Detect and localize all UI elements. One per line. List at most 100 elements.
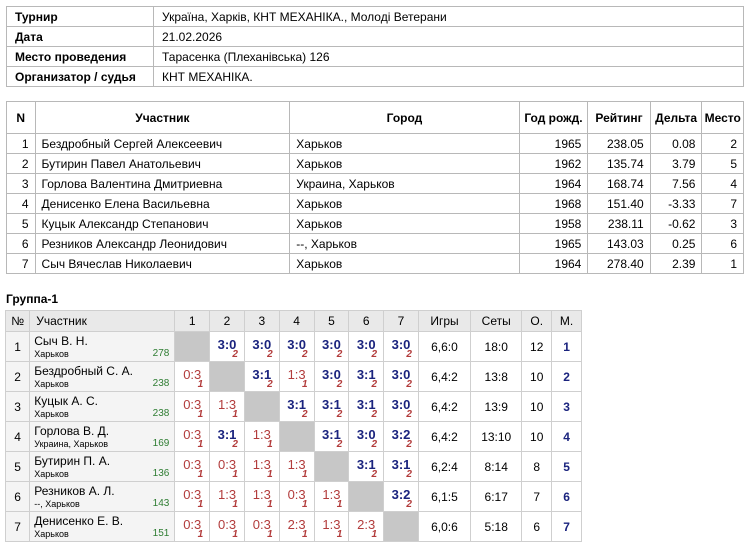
group-player-cell[interactable]: Сыч В. Н. Харьков 278 — [29, 331, 176, 362]
participant-delta: 2.39 — [649, 253, 703, 274]
match-points: 1 — [197, 409, 204, 420]
match-result-cell[interactable]: 0:3 1 — [209, 511, 245, 542]
match-result-cell[interactable]: 3:0 2 — [383, 361, 419, 392]
match-result-cell[interactable]: 3:0 2 — [243, 331, 280, 362]
participant-row[interactable]: 4 Денисенко Елена Васильевна Харьков 1968 15… — [6, 193, 744, 214]
match-result-cell[interactable]: 3:0 2 — [348, 421, 385, 452]
match-result-cell[interactable]: 1:3 1 — [278, 451, 315, 482]
match-result-cell[interactable]: 0:3 1 — [278, 481, 315, 512]
group-row-no: 4 — [4, 421, 31, 452]
match-result-cell[interactable]: 3:1 2 — [348, 451, 385, 482]
match-result-cell[interactable]: 1:3 1 — [313, 511, 350, 542]
participant-row[interactable]: 2 Бутирин Павел Анатольевич Харьков 1962 135… — [6, 153, 744, 174]
group-player-cell[interactable]: Резников А. Л. --, Харьков 143 — [29, 481, 176, 512]
header-name[interactable]: Участник — [34, 101, 291, 134]
match-result-cell[interactable]: 0:3 1 — [174, 451, 211, 482]
participant-rating: 168.74 — [587, 173, 651, 194]
participant-row[interactable]: 1 Бездробный Сергей Алексеевич Харьков 1965… — [6, 133, 744, 154]
match-score: 1:3 — [217, 397, 237, 412]
group-row[interactable]: 3 Куцык А. С. Харьков 238 0:3 1 1:3 1 3:1 2 3:1 2 3:… — [4, 391, 582, 422]
group-place: 5 — [551, 451, 582, 482]
match-result-cell[interactable]: 3:2 2 — [383, 421, 419, 452]
group-row[interactable]: 5 Бутирин П. А. Харьков 136 0:3 1 0:3 1 1:3 1 1:3 1… — [4, 451, 582, 482]
match-result-cell[interactable]: 3:1 2 — [243, 361, 280, 392]
group-player-cell[interactable]: Куцык А. С. Харьков 238 — [29, 391, 176, 422]
match-result-cell[interactable]: 0:3 1 — [174, 511, 211, 542]
group-player-cell[interactable]: Денисенко Е. В. Харьков 151 — [29, 511, 176, 542]
group-row[interactable]: 4 Горлова В. Д. Украина, Харьков 169 0:3 1 3:1… — [4, 421, 582, 452]
participant-n: 4 — [6, 193, 36, 214]
player-rating: 136 — [152, 468, 170, 479]
group-row[interactable]: 2 Бездробный С. А. Харьков 238 0:3 1 3:1 2 1:3 1 3… — [4, 361, 582, 392]
group-player-cell[interactable]: Бутирин П. А. Харьков 136 — [29, 451, 176, 482]
match-result-cell[interactable]: 2:3 1 — [348, 511, 385, 542]
match-result-cell[interactable]: 3:1 2 — [348, 361, 385, 392]
match-result-cell[interactable]: 0:3 1 — [209, 451, 245, 482]
group-row-no: 3 — [4, 391, 31, 422]
match-result-cell[interactable]: 0:3 1 — [243, 511, 280, 542]
group-player-cell[interactable]: Бездробный С. А. Харьков 238 — [29, 361, 176, 392]
participant-place: 1 — [701, 253, 744, 274]
group-row[interactable]: 6 Резников А. Л. --, Харьков 143 0:3 1 1:3 1 1:3… — [4, 481, 582, 512]
participant-delta: 0.08 — [649, 133, 703, 154]
match-result-cell[interactable]: 1:3 1 — [209, 481, 245, 512]
header-city[interactable]: Город — [289, 101, 520, 134]
match-result-cell[interactable]: 3:0 2 — [383, 391, 419, 422]
participant-n: 2 — [6, 153, 36, 174]
group-row[interactable]: 1 Сыч В. Н. Харьков 278 3:0 2 3:0 2 3:0 2 3:0 2 3:0 2… — [4, 331, 582, 362]
match-result-cell[interactable]: 3:2 2 — [383, 481, 419, 512]
participant-n: 7 — [6, 253, 36, 274]
match-result-cell[interactable]: 3:1 2 — [209, 421, 245, 452]
group-row[interactable]: 7 Денисенко Е. В. Харьков 151 0:3 1 0:3 1 0:3 1 2:… — [4, 511, 582, 542]
match-score: 1:3 — [252, 457, 271, 472]
match-result-cell[interactable]: 1:3 1 — [243, 481, 280, 512]
match-points: 2 — [406, 469, 412, 480]
match-result-cell[interactable]: 3:0 2 — [313, 331, 350, 362]
match-result-cell[interactable]: 0:3 1 — [174, 361, 211, 392]
participant-city: Украина, Харьков — [289, 173, 520, 194]
participant-name: Бездробный Сергей Алексеевич — [34, 133, 291, 154]
group-header-col-4: 4 — [278, 310, 315, 332]
header-year[interactable]: Год рожд. — [518, 101, 589, 134]
participant-row[interactable]: 6 Резников Александр Леонидович --, Харько… — [6, 233, 744, 254]
group-player-cell[interactable]: Горлова В. Д. Украина, Харьков 169 — [29, 421, 176, 452]
info-label: Организатор / судья — [6, 66, 154, 87]
participant-city: Харьков — [289, 253, 520, 274]
match-result-cell[interactable]: 1:3 1 — [278, 361, 315, 392]
participants-table: N Участник Город Год рожд. Рейтинг Дельт… — [6, 101, 744, 274]
match-result-cell[interactable]: 1:3 1 — [209, 391, 245, 422]
match-result-cell[interactable]: 3:0 2 — [209, 331, 245, 362]
match-points: 2 — [336, 409, 343, 420]
match-result-cell[interactable]: 3:1 2 — [313, 421, 350, 452]
match-result-cell[interactable]: 3:0 2 — [278, 331, 315, 362]
participant-year: 1965 — [518, 233, 589, 254]
participant-row[interactable]: 3 Горлова Валентина Дмитриевна Украина, Ха… — [6, 173, 744, 194]
header-n[interactable]: N — [6, 101, 36, 134]
match-result-cell[interactable]: 0:3 1 — [174, 481, 211, 512]
group-header-col-2: 2 — [209, 310, 245, 332]
match-result-cell[interactable]: 3:0 2 — [383, 331, 419, 362]
match-result-cell[interactable]: 0:3 1 — [174, 391, 211, 422]
match-result-cell[interactable]: 3:1 2 — [278, 391, 315, 422]
participant-delta: 7.56 — [649, 173, 703, 194]
participant-place: 6 — [701, 233, 744, 254]
match-result-cell[interactable]: 1:3 1 — [313, 481, 350, 512]
match-result-cell[interactable]: 3:1 2 — [313, 391, 350, 422]
header-rating[interactable]: Рейтинг — [587, 101, 651, 134]
match-result-cell[interactable]: 2:3 1 — [278, 511, 315, 542]
group-header-col-5: 5 — [313, 310, 350, 332]
match-result-cell[interactable]: 3:0 2 — [348, 331, 385, 362]
participant-rating: 278.40 — [587, 253, 651, 274]
match-result-cell[interactable]: 1:3 1 — [243, 451, 280, 482]
header-place[interactable]: Место — [701, 101, 744, 134]
match-points: 2 — [406, 409, 412, 420]
match-result-cell[interactable]: 3:1 2 — [348, 391, 385, 422]
match-result-cell[interactable]: 3:0 2 — [313, 361, 350, 392]
match-result-cell[interactable]: 1:3 1 — [243, 421, 280, 452]
header-delta[interactable]: Дельта — [649, 101, 703, 134]
group-header-col-1: 1 — [174, 310, 211, 332]
match-result-cell[interactable]: 0:3 1 — [174, 421, 211, 452]
participant-row[interactable]: 5 Куцык Александр Степанович Харьков 1958 23… — [6, 213, 744, 234]
match-result-cell[interactable]: 3:1 2 — [383, 451, 419, 482]
participant-row[interactable]: 7 Сыч Вячеслав Николаевич Харьков 1964 278.4… — [6, 253, 744, 274]
